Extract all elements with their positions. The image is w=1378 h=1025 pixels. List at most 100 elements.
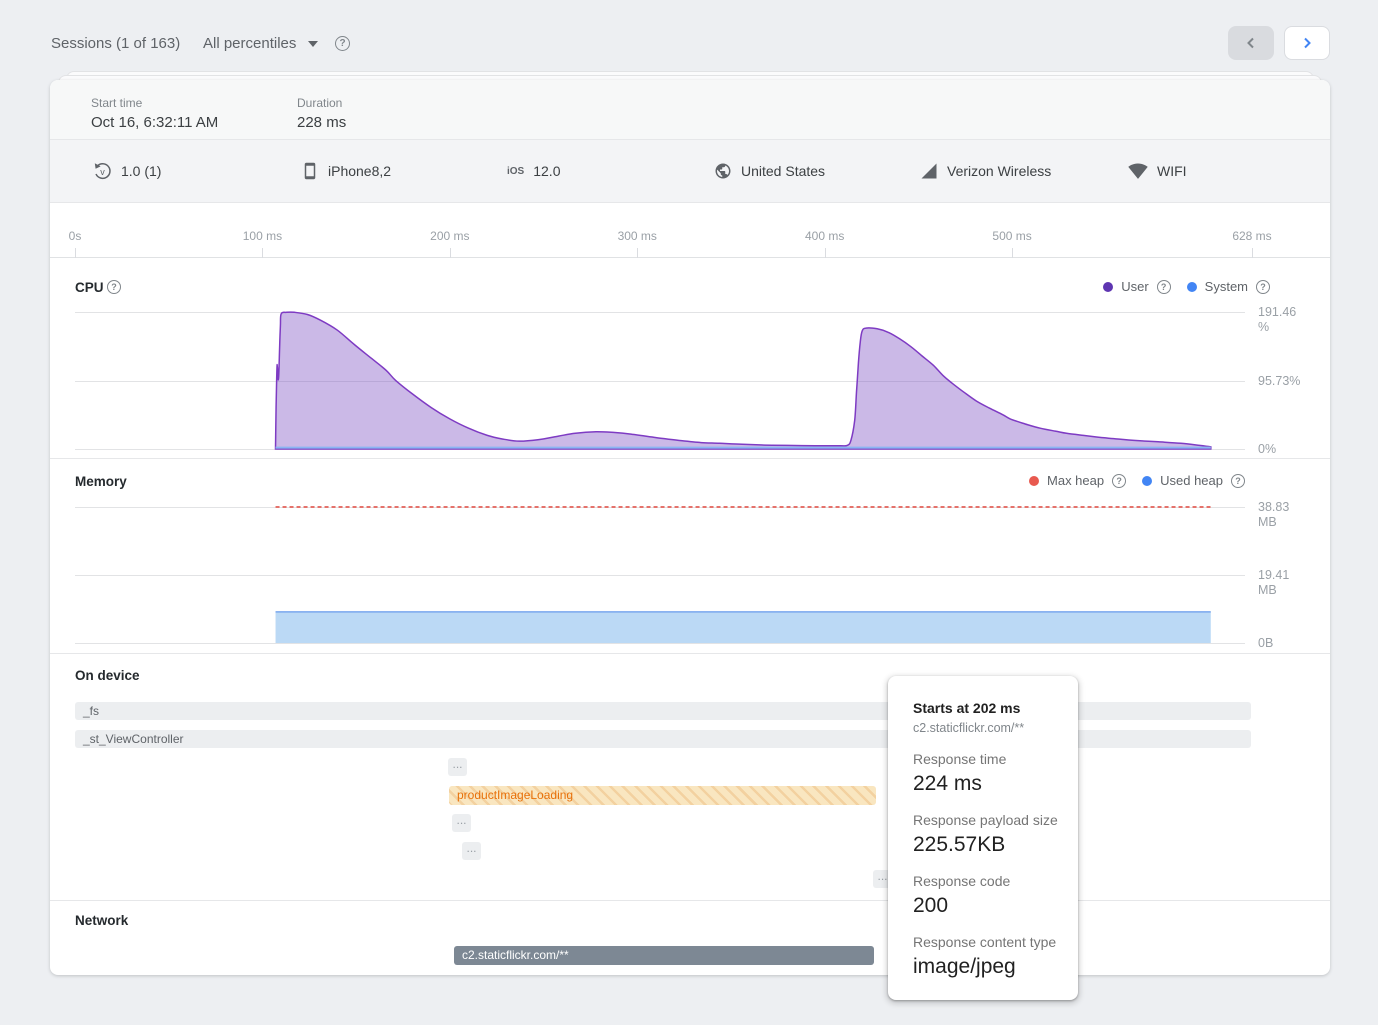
cpu-help-icon[interactable]: ? — [107, 280, 121, 294]
chevron-right-icon — [1304, 37, 1311, 49]
memory-ytick-zero: 0B — [1258, 636, 1274, 650]
percentiles-dropdown-label: All percentiles — [203, 35, 297, 52]
device-attributes-row: v 1.0 (1) iPhone8,2 iOS 12.0 United Stat… — [50, 140, 1330, 203]
timeline-tick-mark — [262, 248, 264, 258]
carrier-item: Verizon Wireless — [920, 140, 1051, 202]
start-time-label: Start time — [91, 96, 143, 110]
on-device-section-title: On device — [75, 668, 140, 683]
cpu-section-title: CPU — [75, 280, 104, 295]
memory-chart — [275, 506, 1211, 643]
cpu-legend: User ? System ? — [1103, 279, 1270, 294]
timeline-tick-label: 100 ms — [242, 229, 283, 243]
used-heap-help-icon[interactable]: ? — [1231, 473, 1245, 488]
timeline-tick-mark — [449, 248, 451, 258]
user-help-icon[interactable]: ? — [1156, 279, 1171, 294]
duration-value: 228 ms — [297, 114, 347, 131]
tooltip-field-value: 225.57KB — [913, 833, 1006, 856]
os-version-item: iOS 12.0 — [507, 140, 560, 202]
collapsed-span[interactable]: ... — [873, 870, 892, 888]
tooltip-field-label: Response time — [913, 751, 1007, 767]
tooltip-field-value: 224 ms — [913, 772, 982, 795]
used-heap-legend-label: Used heap — [1160, 473, 1223, 488]
max-heap-legend-label: Max heap — [1047, 473, 1105, 488]
memory-gridline-mid — [75, 575, 1245, 576]
cpu-chart — [274, 311, 1212, 450]
svg-text:v: v — [100, 167, 105, 177]
timeline-tick-label: 628 ms — [1232, 229, 1272, 243]
tooltip-field-label: Response code — [913, 873, 1011, 889]
tooltip-field-value: 200 — [913, 894, 949, 917]
next-session-button[interactable] — [1284, 26, 1330, 60]
user-legend-label: User — [1121, 279, 1149, 294]
start-time-value: Oct 16, 6:32:11 AM — [91, 114, 219, 131]
timeline-tick-mark — [1252, 248, 1253, 258]
memory-section-title: Memory — [75, 474, 127, 489]
device-model-item: iPhone8,2 — [301, 140, 391, 202]
percentiles-dropdown[interactable]: All percentiles — [203, 35, 319, 53]
section-divider — [50, 458, 1330, 459]
user-legend-dot — [1103, 281, 1114, 292]
trace-span[interactable]: productImageLoading — [449, 786, 876, 805]
os-version-value: 12.0 — [533, 163, 561, 179]
device-model-value: iPhone8,2 — [328, 163, 392, 179]
session-header-row: Start time Oct 16, 6:32:11 AM Duration 2… — [50, 80, 1330, 140]
system-help-icon[interactable]: ? — [1256, 279, 1270, 294]
memory-ytick-mid: 19.41 MB — [1258, 568, 1290, 597]
section-divider — [50, 900, 1330, 901]
timeline-tick-mark — [637, 248, 639, 258]
tooltip-field-label: Response payload size — [913, 812, 1058, 828]
tooltip-title: Starts at 202 ms — [913, 700, 1021, 716]
timeline-tick-label: 300 ms — [617, 229, 657, 243]
collapsed-span[interactable]: ... — [462, 842, 481, 860]
memory-legend: Max heap ? Used heap ? — [1029, 473, 1245, 488]
memory-gridline-top — [75, 507, 1245, 508]
system-legend-dot — [1186, 281, 1197, 292]
sessions-help-icon[interactable]: ? — [335, 36, 350, 51]
timeline-ruler: 0s 100 ms 200 ms 300 ms 400 ms 500 ms 628 ms — [50, 203, 1330, 258]
tooltip-field-label: Response content type — [913, 934, 1057, 950]
network-section-title: Network — [75, 913, 129, 928]
memory-ytick-max: 38.83 MB — [1258, 500, 1290, 529]
country-icon — [715, 163, 731, 179]
app-version-item: v 1.0 (1) — [93, 140, 161, 202]
timeline-tick-label: 200 ms — [430, 229, 470, 243]
os-icon: iOS — [507, 165, 525, 177]
radio-value: WIFI — [1157, 163, 1187, 179]
collapsed-span[interactable]: ... — [448, 758, 467, 776]
session-card: Start time Oct 16, 6:32:11 AM Duration 2… — [50, 80, 1330, 975]
collapsed-span[interactable]: ... — [452, 814, 471, 832]
system-legend-label: System — [1204, 279, 1248, 294]
previous-session-button[interactable] — [1228, 26, 1274, 60]
timeline-tick-mark — [75, 248, 76, 258]
timeline-tick-mark — [1012, 248, 1014, 258]
trace-span[interactable]: c2.staticflickr.com/** — [454, 946, 874, 965]
device-icon — [304, 162, 316, 180]
app-version-icon: v — [94, 162, 111, 179]
section-divider — [50, 653, 1330, 654]
timeline-tick-mark — [824, 248, 826, 258]
timeline-tick-label: 500 ms — [992, 229, 1032, 243]
radio-icon — [1128, 163, 1148, 179]
network-request-tooltip: Starts at 202 ms c2.staticflickr.com/** … — [888, 676, 1078, 1000]
carrier-icon — [921, 163, 937, 179]
country-item: United States — [714, 140, 825, 202]
cpu-ytick-mid: 95.73% — [1258, 374, 1301, 388]
cpu-gridline-mid — [75, 381, 1245, 382]
tooltip-field-value: image/jpeg — [913, 955, 1016, 978]
cpu-ytick-max: 191.46 % — [1258, 305, 1297, 334]
chevron-down-icon — [308, 40, 319, 47]
app-version-value: 1.0 (1) — [121, 163, 162, 179]
duration-label: Duration — [297, 96, 343, 110]
used-heap-legend-dot — [1142, 475, 1153, 486]
radio-item: WIFI — [1128, 140, 1187, 202]
max-heap-help-icon[interactable]: ? — [1112, 473, 1127, 488]
sessions-count-label: Sessions (1 of 163) — [51, 35, 181, 52]
tooltip-url: c2.staticflickr.com/** — [913, 721, 1025, 735]
chevron-left-icon — [1247, 37, 1254, 49]
timeline-tick-label: 400 ms — [804, 229, 845, 243]
cpu-ytick-zero: 0% — [1258, 442, 1277, 456]
memory-gridline-zero — [75, 643, 1245, 644]
cpu-gridline-top — [75, 312, 1245, 313]
country-value: United States — [741, 163, 826, 179]
carrier-value: Verizon Wireless — [947, 163, 1052, 179]
